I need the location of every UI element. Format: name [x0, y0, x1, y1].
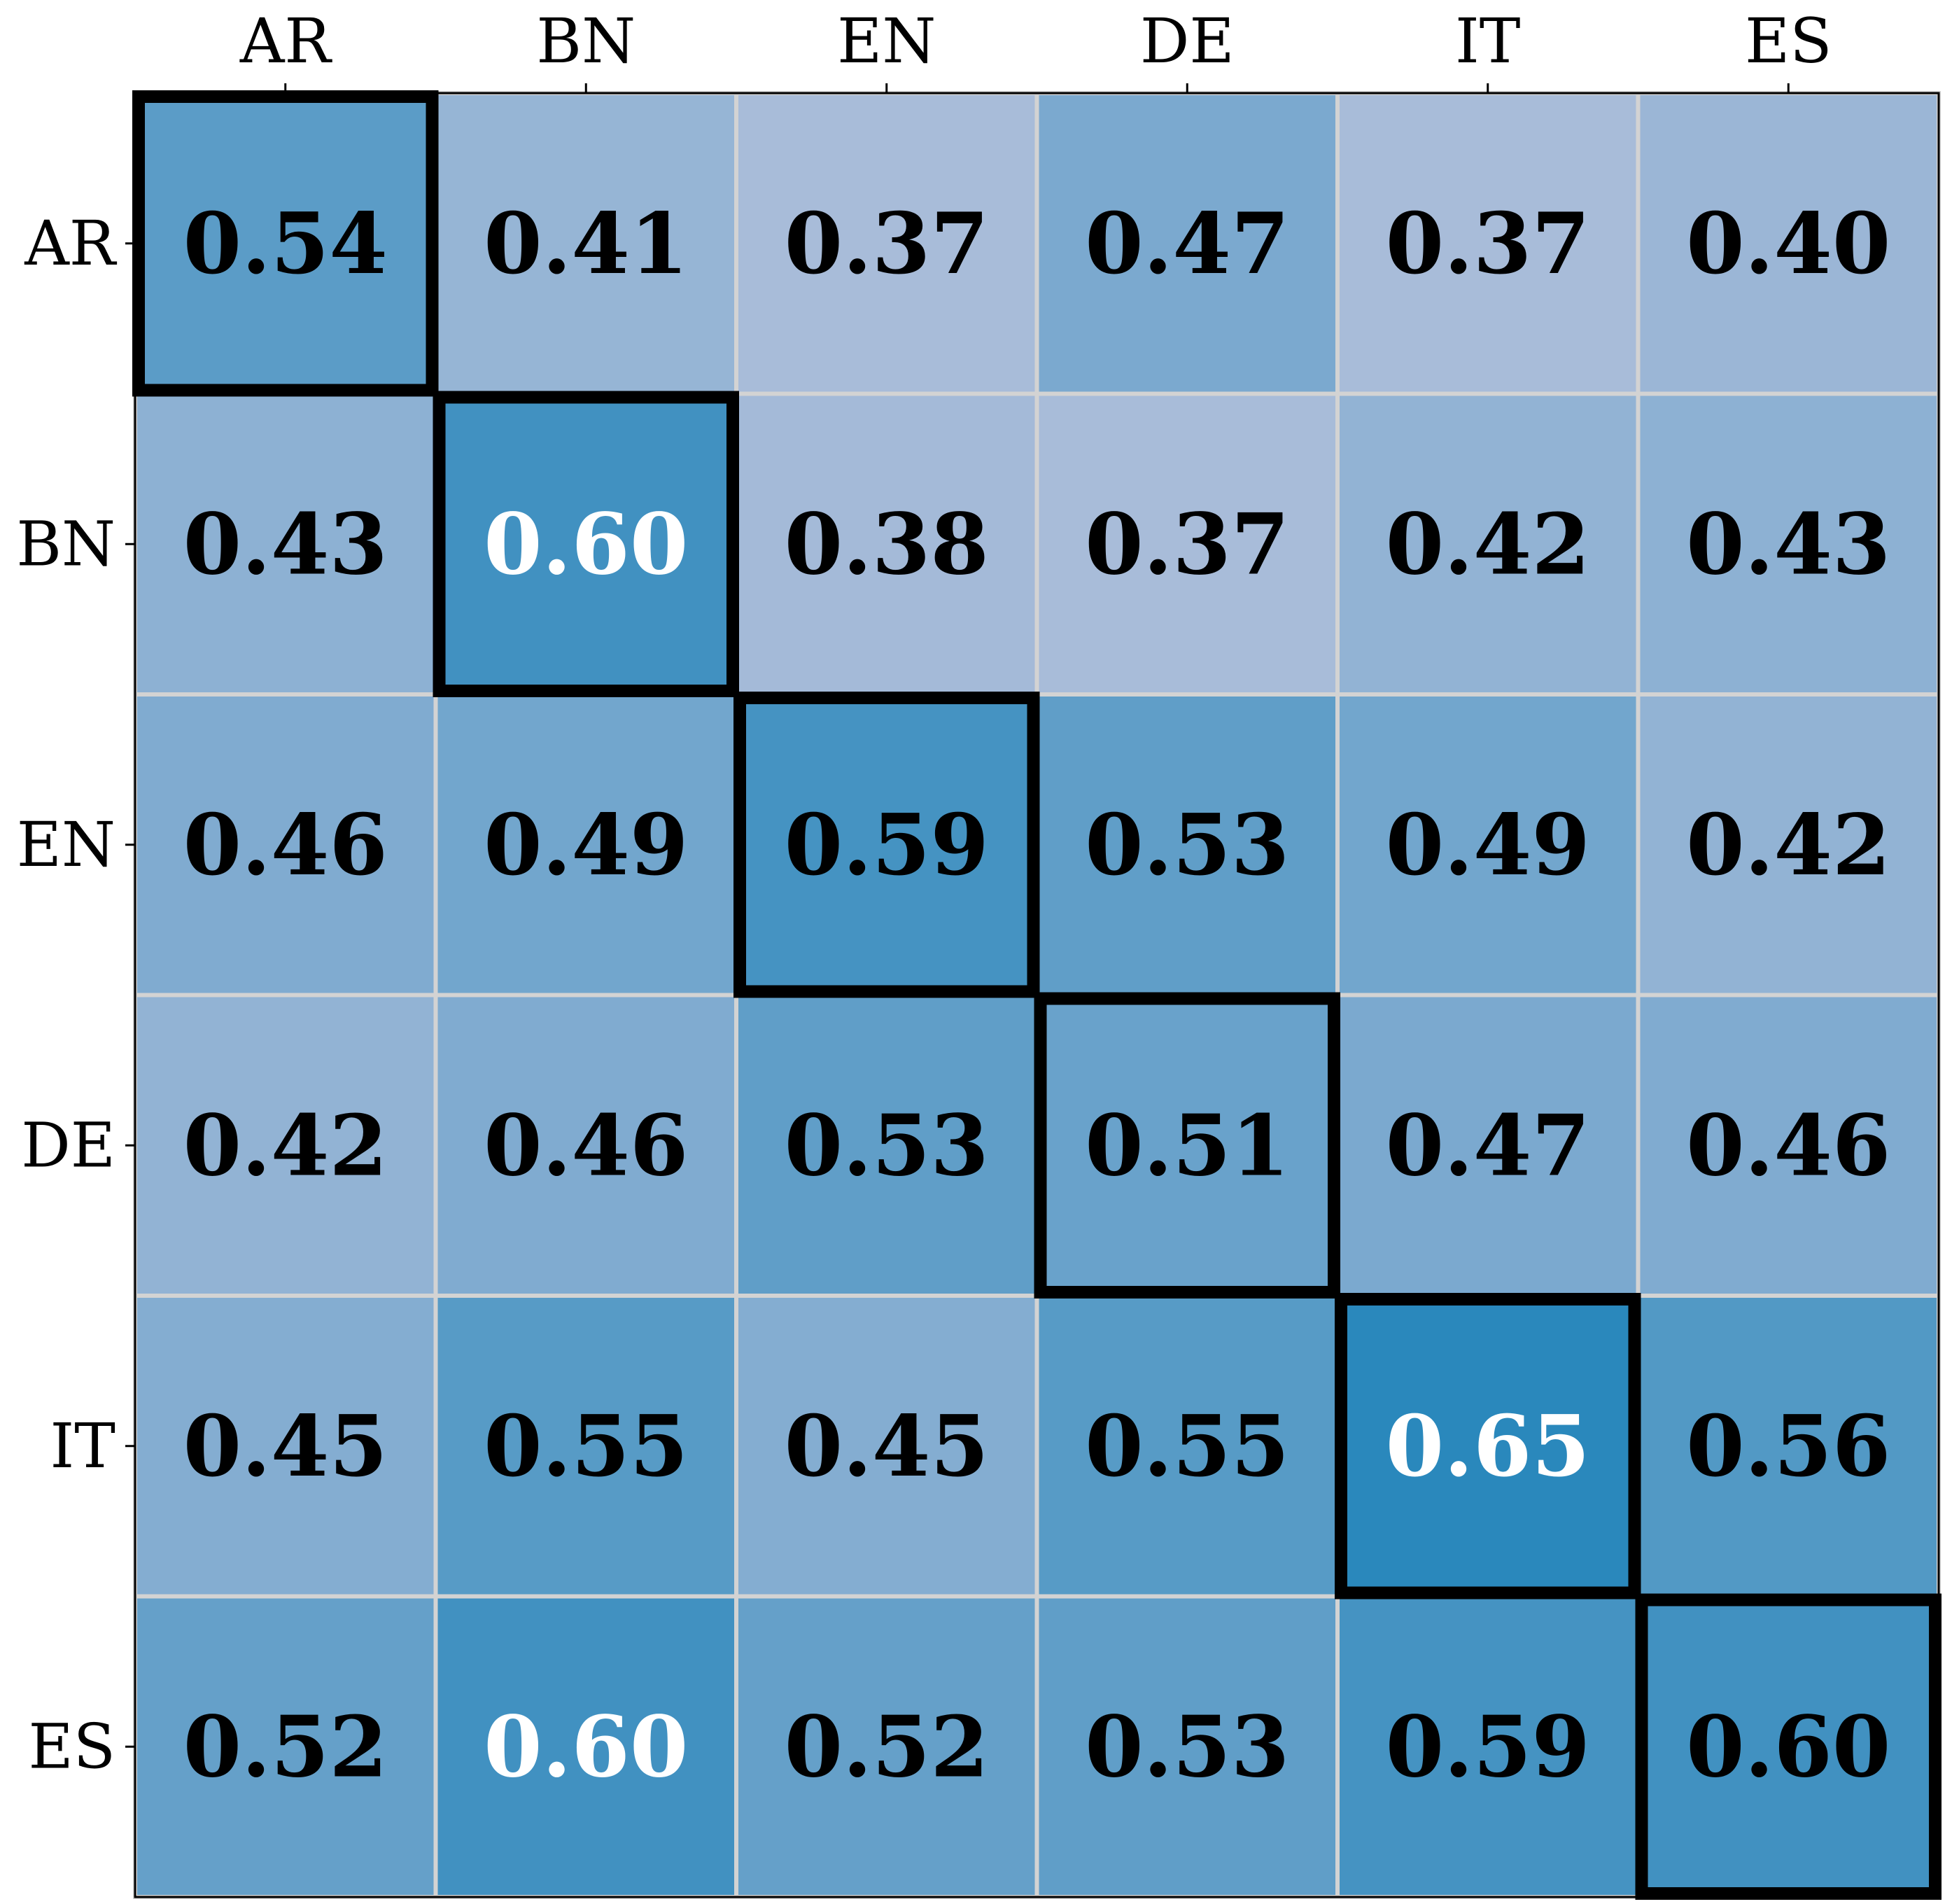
- x-tick-label: DE: [1140, 5, 1235, 77]
- cell-value-label: 0.38: [785, 495, 989, 594]
- heatmap-cell: [1335, 993, 1641, 1298]
- cell-value-label: 0.43: [1686, 495, 1890, 594]
- cell-value-label: 0.65: [1386, 1397, 1590, 1496]
- cell-value-label: 0.53: [1085, 796, 1289, 895]
- y-tick-label: IT: [50, 1410, 115, 1482]
- cell-value-label: 0.60: [1686, 1698, 1890, 1796]
- cell-value-label: 0.40: [1686, 195, 1890, 293]
- cell-value-label: 0.49: [484, 796, 688, 895]
- cell-value-label: 0.46: [484, 1096, 688, 1195]
- heatmap-cells: [133, 91, 1941, 1899]
- x-axis: AR BN EN DE IT ES: [239, 5, 1832, 93]
- x-tick-label: BN: [536, 5, 636, 77]
- heatmap-cell: [433, 1294, 738, 1599]
- heatmap-cell: [1335, 1294, 1641, 1599]
- cell-value-label: 0.55: [1085, 1397, 1289, 1496]
- cell-value-label: 0.37: [785, 195, 989, 293]
- heatmap-cell: [1636, 692, 1941, 997]
- heatmap-cell: [433, 692, 738, 997]
- diagonal-highlight: [132, 90, 1942, 1900]
- cell-value-label: 0.52: [183, 1698, 388, 1796]
- cell-value-label: 0.45: [183, 1397, 388, 1496]
- cell-value-label: 0.60: [484, 495, 688, 594]
- diagonal-highlight-box: [433, 391, 739, 697]
- heatmap-cell: [1034, 391, 1340, 696]
- cell-value-label: 0.47: [1386, 1096, 1590, 1195]
- x-tick-label: IT: [1455, 5, 1520, 77]
- cell-value-label: 0.37: [1085, 495, 1289, 594]
- heatmap-cell: [1335, 1594, 1641, 1899]
- cell-value-label: 0.42: [1386, 495, 1590, 594]
- cell-value-label: 0.53: [785, 1096, 989, 1195]
- heatmap-cell-labels: 0.54 0.41 0.37 0.47 0.37 0.40 0.43 0.60 0.38 0.37…: [183, 195, 1891, 1797]
- heatmap-cell: [133, 1294, 438, 1599]
- diagonal-highlight-box: [132, 90, 439, 397]
- heatmap-cell: [133, 391, 438, 696]
- cell-value-label: 0.55: [484, 1397, 688, 1496]
- cell-value-label: 0.56: [1686, 1397, 1890, 1496]
- heatmap-cell: [734, 692, 1039, 997]
- heatmap-cell: [133, 692, 438, 997]
- cell-value-label: 0.37: [1386, 195, 1590, 293]
- cell-value-label: 0.59: [1386, 1698, 1590, 1796]
- y-tick-label: EN: [17, 808, 115, 881]
- cell-value-label: 0.42: [1686, 796, 1890, 895]
- diagonal-highlight-box: [1034, 992, 1340, 1298]
- cell-value-label: 0.53: [1085, 1698, 1289, 1796]
- cell-value-label: 0.54: [183, 195, 388, 293]
- cell-value-label: 0.42: [183, 1096, 388, 1195]
- diagonal-highlight-box: [1635, 1593, 1942, 1900]
- heatmap-cell: [133, 91, 438, 396]
- plot-frame: [134, 92, 1940, 1898]
- cell-value-label: 0.46: [1686, 1096, 1890, 1195]
- cell-value-label: 0.52: [785, 1698, 989, 1796]
- x-tick-label: AR: [239, 5, 333, 77]
- heatmap-cell: [734, 91, 1039, 396]
- cell-value-label: 0.47: [1085, 195, 1289, 293]
- heatmap-cell: [433, 993, 738, 1298]
- diagonal-highlight-box: [1335, 1293, 1641, 1600]
- heatmap-cell: [1335, 692, 1641, 997]
- cell-value-label: 0.60: [484, 1698, 688, 1796]
- cell-value-label: 0.59: [785, 796, 989, 895]
- cell-value-label: 0.45: [785, 1397, 989, 1496]
- heatmap-cell: [1636, 391, 1941, 696]
- cell-value-label: 0.46: [183, 796, 388, 895]
- x-tick-label: ES: [1745, 5, 1832, 77]
- heatmap-cell: [1636, 993, 1941, 1298]
- y-tick-label: AR: [24, 207, 118, 279]
- y-tick-label: DE: [21, 1109, 115, 1181]
- heatmap-cell: [1034, 692, 1340, 997]
- y-tick-label: BN: [16, 507, 115, 580]
- x-tick-label: EN: [837, 5, 936, 77]
- y-axis: AR BN EN DE IT ES: [16, 207, 135, 1782]
- cell-value-label: 0.51: [1085, 1096, 1289, 1195]
- heatmap-cell: [1636, 1294, 1941, 1599]
- cell-value-label: 0.43: [183, 495, 388, 594]
- heatmap-cell: [133, 1594, 438, 1899]
- cell-value-label: 0.49: [1386, 796, 1590, 895]
- cell-value-label: 0.41: [484, 195, 688, 293]
- heatmap-cell: [1034, 993, 1340, 1298]
- diagonal-highlight-box: [733, 692, 1040, 998]
- y-tick-label: ES: [28, 1710, 115, 1782]
